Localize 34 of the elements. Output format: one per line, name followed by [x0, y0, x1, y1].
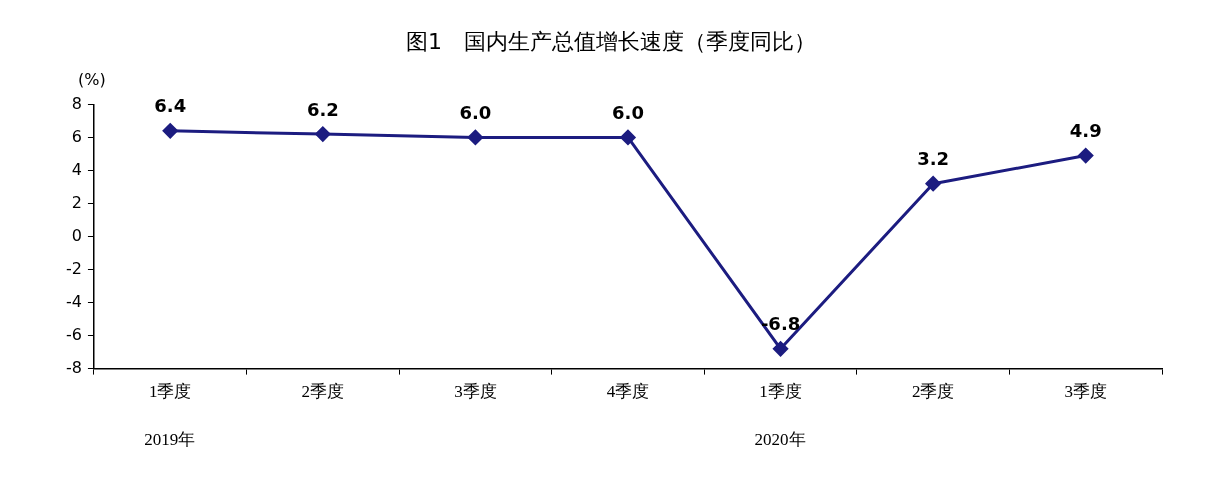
point	[620, 129, 636, 145]
y-tick-label: 2	[71, 192, 82, 212]
y-tick-label: 0	[71, 225, 82, 245]
text: 2019年	[144, 429, 196, 451]
data-label: 6.0	[459, 102, 492, 124]
x-tick-label: 1季度	[148, 382, 192, 402]
y-axis-title: (%)	[78, 69, 106, 89]
x-tick-label: 2季度	[911, 382, 955, 402]
point	[1078, 148, 1094, 164]
x-tick-label: 3季度	[1064, 382, 1107, 402]
data-label: 6.0	[612, 102, 644, 124]
y-tick-label: 4	[71, 159, 82, 179]
data-label: 6.2	[306, 98, 339, 120]
point	[315, 126, 331, 142]
data-label: 4.9	[1069, 120, 1102, 142]
x-tick-label: 4季度	[606, 382, 650, 402]
point	[773, 341, 789, 357]
y-tick-label: 8	[71, 93, 82, 113]
point	[925, 176, 941, 192]
y-tick-label: -6	[66, 324, 82, 344]
point	[162, 123, 178, 139]
x-tick-label: 3季度	[454, 382, 497, 402]
data-label: -6.8	[760, 313, 801, 335]
y-tick-label: 6	[71, 126, 82, 146]
y-tick-label: -4	[66, 291, 82, 311]
x-tick-label: 2季度	[301, 382, 345, 402]
data-label: 6.4	[154, 95, 187, 117]
text: 2020年	[754, 429, 806, 451]
y-tick-label: -8	[66, 357, 82, 377]
chart-title: 图1 国内生产总值增长速度（季度同比）	[406, 28, 816, 54]
x-tick-label: 1季度	[759, 382, 802, 402]
point	[467, 129, 483, 145]
y-tick-label: -2	[66, 258, 82, 278]
data-label: 3.2	[917, 148, 950, 170]
